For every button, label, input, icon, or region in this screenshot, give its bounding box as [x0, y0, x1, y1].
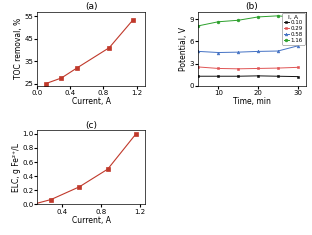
0.29	[256, 67, 260, 70]
Y-axis label: TOC removal, %: TOC removal, %	[14, 18, 23, 79]
1.16	[296, 16, 300, 19]
0.10	[256, 74, 260, 77]
0.10	[197, 75, 200, 78]
0.29	[236, 67, 240, 70]
0.29	[296, 66, 300, 69]
Title: (c): (c)	[85, 121, 97, 129]
Title: (b): (b)	[246, 2, 258, 11]
0.58	[296, 44, 300, 47]
Y-axis label: Potential, V: Potential, V	[179, 27, 188, 71]
0.10	[217, 75, 220, 78]
0.29	[197, 66, 200, 68]
Y-axis label: ELC, g Fe²⁺/L: ELC, g Fe²⁺/L	[12, 143, 21, 192]
Line: 0.58: 0.58	[197, 44, 299, 54]
0.29	[217, 67, 220, 70]
Title: (a): (a)	[85, 2, 97, 11]
0.10	[276, 75, 280, 78]
1.16	[276, 14, 280, 17]
0.58	[217, 51, 220, 54]
1.16	[236, 19, 240, 22]
0.10	[296, 75, 300, 78]
X-axis label: Current, A: Current, A	[71, 98, 110, 106]
1.16	[256, 16, 260, 18]
X-axis label: Current, A: Current, A	[71, 216, 110, 225]
0.58	[256, 50, 260, 53]
0.58	[236, 51, 240, 54]
Legend: 0.10, 0.29, 0.58, 1.16: 0.10, 0.29, 0.58, 1.16	[282, 13, 305, 44]
0.58	[197, 50, 200, 53]
1.16	[217, 20, 220, 23]
Line: 0.29: 0.29	[197, 66, 299, 70]
Line: 1.16: 1.16	[197, 14, 299, 27]
0.10	[236, 75, 240, 78]
1.16	[197, 24, 200, 27]
0.58	[276, 50, 280, 52]
Line: 0.10: 0.10	[197, 74, 299, 78]
X-axis label: Time, min: Time, min	[233, 98, 271, 106]
0.29	[276, 67, 280, 70]
